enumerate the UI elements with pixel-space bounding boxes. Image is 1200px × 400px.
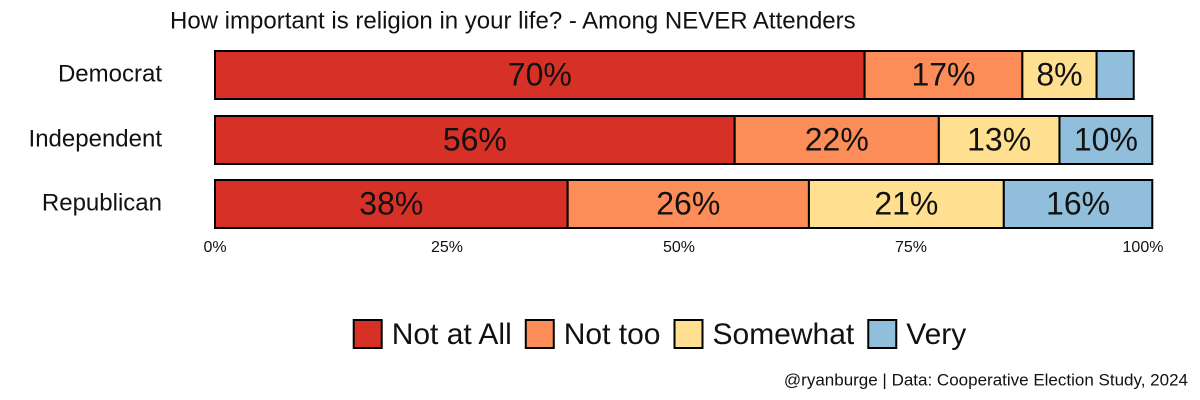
data-label: 16% xyxy=(1046,185,1110,221)
x-tick-label: 100% xyxy=(1123,239,1164,256)
legend-label: Not too xyxy=(564,318,661,351)
legend-swatch xyxy=(673,319,704,349)
data-label: 26% xyxy=(656,185,720,221)
legend-swatch xyxy=(867,319,898,349)
data-label: 10% xyxy=(1074,121,1138,157)
data-label: 17% xyxy=(911,56,975,92)
bar-segment xyxy=(566,179,810,229)
bar-segment xyxy=(733,115,940,165)
bar-segment xyxy=(1002,179,1154,229)
y-tick-label: Republican xyxy=(42,189,162,216)
data-label: 8% xyxy=(1036,56,1082,92)
x-tick-label: 0% xyxy=(203,239,226,256)
data-label: 38% xyxy=(359,185,423,221)
data-label: 21% xyxy=(874,185,938,221)
bar-segment xyxy=(214,179,569,229)
legend-label: Very xyxy=(906,318,966,351)
bar-segment xyxy=(214,50,866,100)
legend-label: Not at All xyxy=(392,318,512,351)
x-tick-label: 50% xyxy=(663,239,695,256)
data-label: 13% xyxy=(967,121,1031,157)
legend-label: Somewhat xyxy=(713,318,855,351)
legend-swatch xyxy=(352,319,383,349)
bar-segment xyxy=(1021,50,1098,100)
data-label: 22% xyxy=(805,121,869,157)
data-label: 56% xyxy=(443,121,507,157)
caption: @ryanburge | Data: Cooperative Election … xyxy=(784,370,1188,389)
y-tick-label: Democrat xyxy=(58,60,162,87)
bar-segment xyxy=(1058,115,1154,165)
legend: Not at All Not too Somewhat Very xyxy=(352,318,966,351)
bar-segment xyxy=(807,179,1005,229)
bar-segment xyxy=(937,115,1061,165)
bar-segment xyxy=(214,115,736,165)
bar-segment xyxy=(863,50,1024,100)
y-tick-label: Independent xyxy=(29,125,163,152)
x-tick-label: 75% xyxy=(895,239,927,256)
x-tick-label: 25% xyxy=(431,239,463,256)
chart-title: How important is religion in your life? … xyxy=(170,7,856,34)
legend-swatch xyxy=(524,319,555,349)
bar-segment xyxy=(1095,50,1135,100)
data-label: 70% xyxy=(508,56,572,92)
